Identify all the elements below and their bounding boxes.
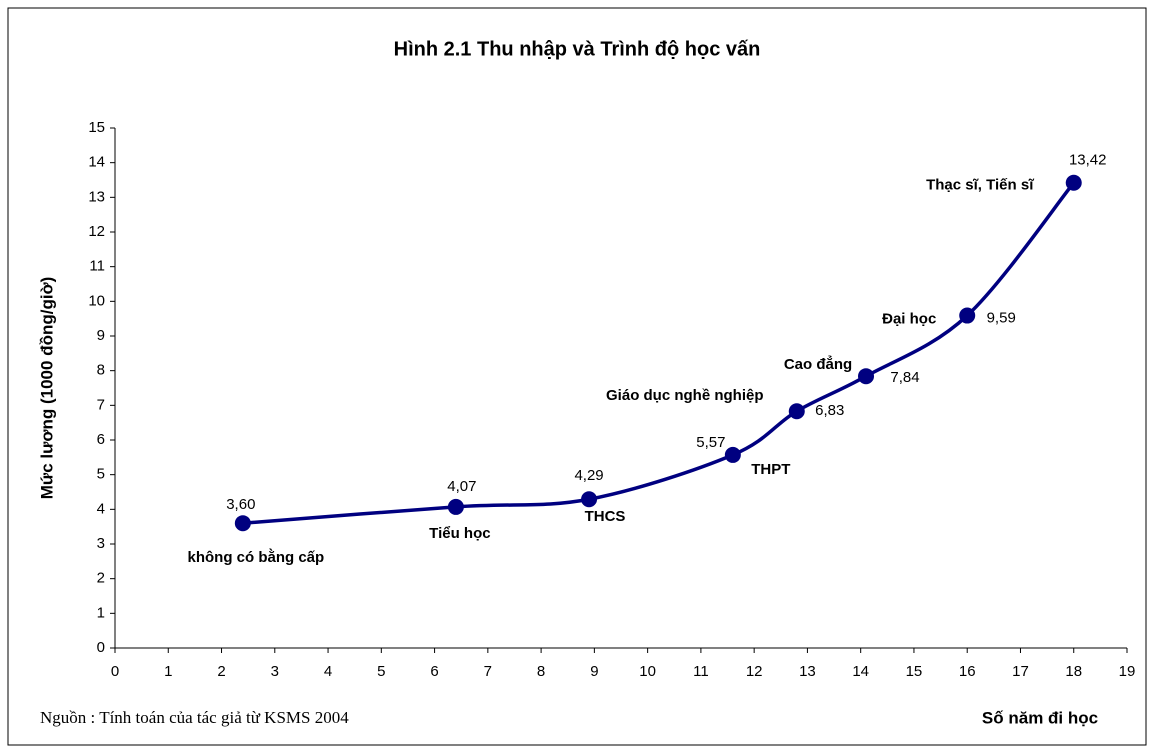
point-label: Tiểu học xyxy=(429,525,490,542)
x-tick-label: 10 xyxy=(639,663,656,680)
x-tick-label: 12 xyxy=(746,663,763,680)
data-label: 4,07 xyxy=(447,478,476,495)
point xyxy=(959,307,976,324)
chart-frame xyxy=(7,7,1147,746)
x-tick-label: 11 xyxy=(693,663,709,680)
point-label: Giáo dục nghề nghiệp xyxy=(606,387,764,404)
point xyxy=(581,491,598,508)
point-label: THCS xyxy=(585,508,626,525)
point xyxy=(1065,174,1082,191)
x-axis-label: Số năm đi học xyxy=(982,708,1098,727)
y-tick-label: 14 xyxy=(88,154,105,171)
y-tick-label: 12 xyxy=(88,223,105,240)
source-note: Nguồn : Tính toán của tác giả từ KSMS 20… xyxy=(40,708,349,727)
x-tick-label: 4 xyxy=(324,663,332,680)
y-axis-label: Mức lương (1000 đồng/giờ) xyxy=(37,277,56,500)
x-tick-label: 7 xyxy=(484,663,492,680)
y-tick-label: 4 xyxy=(97,500,105,517)
chart-title: Hình 2.1 Thu nhập và Trình độ học vấn xyxy=(394,38,761,60)
x-tick-label: 5 xyxy=(377,663,385,680)
x-tick-label: 13 xyxy=(799,663,816,680)
y-tick-label: 5 xyxy=(97,466,105,483)
x-tick-label: 19 xyxy=(1119,663,1136,680)
y-tick-label: 1 xyxy=(97,604,105,621)
x-tick-label: 3 xyxy=(271,663,279,680)
point-label: Cao đẳng xyxy=(784,355,852,373)
y-tick-label: 10 xyxy=(88,292,105,309)
data-label: 7,84 xyxy=(890,369,919,386)
y-tick-label: 3 xyxy=(97,535,105,552)
point-label: không có bằng cấp xyxy=(187,548,324,566)
y-tick-label: 2 xyxy=(97,570,105,587)
x-tick-label: 9 xyxy=(590,663,598,680)
y-tick-label: 9 xyxy=(97,327,105,344)
x-tick-label: 8 xyxy=(537,663,545,680)
point xyxy=(858,368,875,385)
y-tick-label: 7 xyxy=(97,396,105,413)
data-label: 3,60 xyxy=(226,496,255,513)
data-label: 13,42 xyxy=(1069,152,1107,169)
y-tick-label: 15 xyxy=(88,119,105,136)
x-tick-label: 18 xyxy=(1065,663,1082,680)
point-label: Đại học xyxy=(882,311,936,328)
data-label: 5,57 xyxy=(696,434,725,451)
y-tick-label: 6 xyxy=(97,431,105,448)
x-tick-label: 15 xyxy=(906,663,923,680)
y-tick-label: 11 xyxy=(89,258,105,275)
x-tick-label: 1 xyxy=(164,663,172,680)
x-tick-label: 17 xyxy=(1012,663,1029,680)
y-tick-label: 13 xyxy=(88,188,105,205)
data-label: 6,83 xyxy=(815,402,844,419)
x-tick-label: 0 xyxy=(111,663,119,680)
x-tick-label: 2 xyxy=(217,663,225,680)
data-label: 4,29 xyxy=(574,467,603,484)
x-tick-label: 16 xyxy=(959,663,976,680)
point xyxy=(447,498,464,515)
point xyxy=(788,403,805,420)
data-label: 9,59 xyxy=(987,310,1016,327)
point xyxy=(234,515,251,532)
point-label: THPT xyxy=(751,461,790,478)
point xyxy=(724,446,741,463)
y-tick-label: 0 xyxy=(97,639,105,656)
point-label: Thạc sĩ, Tiến sĩ xyxy=(926,177,1034,194)
y-tick-label: 8 xyxy=(97,362,105,379)
x-tick-label: 6 xyxy=(430,663,438,680)
x-tick-label: 14 xyxy=(852,663,869,680)
